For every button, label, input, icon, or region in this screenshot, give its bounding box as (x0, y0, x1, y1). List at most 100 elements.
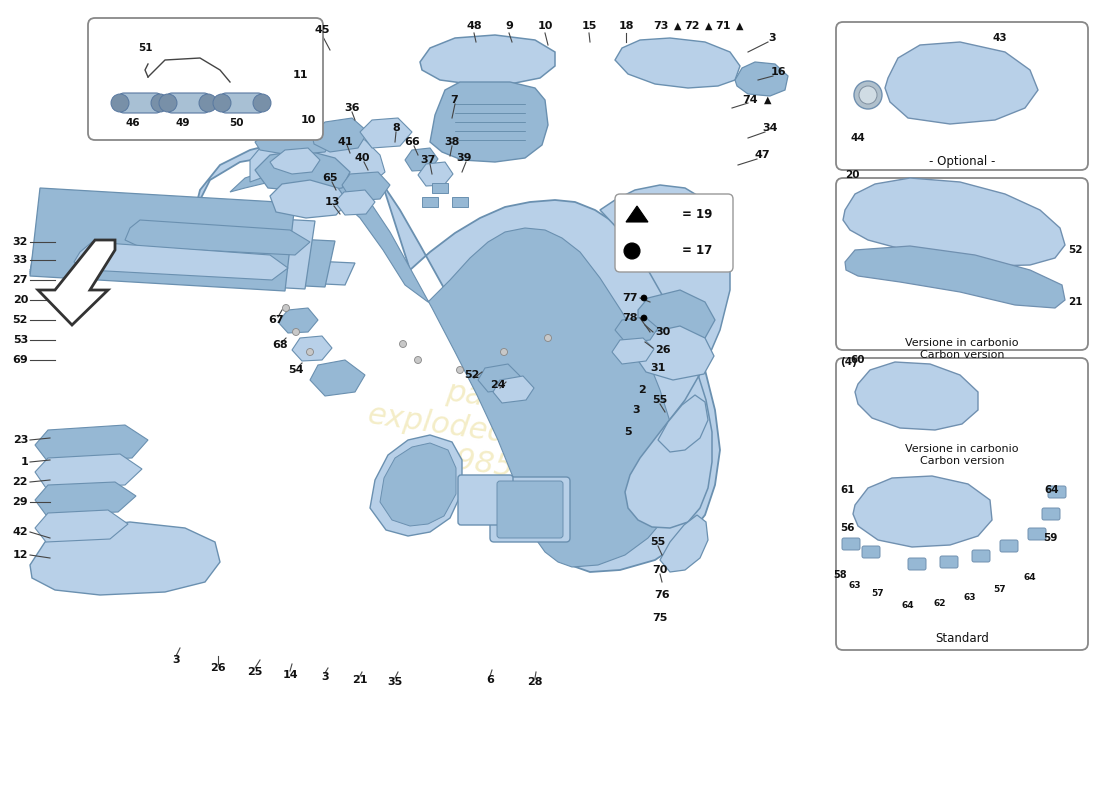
Text: 12: 12 (12, 550, 28, 560)
Polygon shape (379, 443, 456, 526)
Text: (4): (4) (840, 357, 857, 367)
Text: 10: 10 (537, 21, 552, 31)
FancyBboxPatch shape (836, 22, 1088, 170)
Polygon shape (855, 362, 978, 430)
FancyBboxPatch shape (221, 93, 263, 113)
Circle shape (854, 81, 882, 109)
Circle shape (253, 94, 271, 112)
Text: - Optional -: - Optional - (928, 155, 996, 169)
Polygon shape (270, 148, 320, 174)
Text: 51: 51 (138, 43, 153, 53)
Polygon shape (658, 395, 708, 452)
Text: 62: 62 (934, 598, 946, 607)
Circle shape (456, 366, 463, 374)
Text: 21: 21 (352, 675, 367, 685)
Text: 16: 16 (770, 67, 785, 77)
Circle shape (160, 94, 177, 112)
Polygon shape (360, 118, 412, 148)
Text: 3: 3 (321, 672, 329, 682)
Polygon shape (35, 425, 148, 462)
Polygon shape (638, 290, 715, 345)
Polygon shape (843, 178, 1065, 266)
Text: 25: 25 (248, 667, 263, 677)
Text: 72: 72 (684, 21, 700, 31)
Polygon shape (35, 510, 128, 542)
Text: 10: 10 (300, 115, 316, 125)
Polygon shape (432, 183, 448, 193)
Circle shape (641, 315, 647, 321)
Text: 39: 39 (456, 153, 472, 163)
Circle shape (293, 329, 299, 335)
Polygon shape (615, 38, 740, 88)
Circle shape (151, 94, 169, 112)
Polygon shape (255, 150, 350, 192)
FancyBboxPatch shape (836, 178, 1088, 350)
Text: 33: 33 (13, 255, 28, 265)
FancyBboxPatch shape (1042, 508, 1060, 520)
Text: 26: 26 (210, 663, 225, 673)
Polygon shape (478, 364, 520, 392)
FancyBboxPatch shape (119, 93, 161, 113)
FancyBboxPatch shape (862, 546, 880, 558)
Text: 22: 22 (12, 477, 28, 487)
FancyBboxPatch shape (497, 481, 563, 538)
FancyBboxPatch shape (836, 358, 1088, 650)
Text: 20: 20 (845, 170, 859, 180)
Polygon shape (74, 242, 288, 280)
Circle shape (641, 295, 647, 301)
Text: 53: 53 (13, 335, 28, 345)
Text: 5: 5 (624, 427, 631, 437)
Text: ▲: ▲ (736, 21, 744, 31)
Text: 69: 69 (12, 355, 28, 365)
Polygon shape (452, 197, 468, 207)
Text: 60: 60 (850, 355, 865, 365)
Text: 47: 47 (755, 150, 770, 160)
Polygon shape (278, 308, 318, 333)
Polygon shape (30, 226, 335, 287)
Polygon shape (626, 206, 648, 222)
Circle shape (415, 357, 421, 363)
Circle shape (213, 94, 231, 112)
FancyBboxPatch shape (1000, 540, 1018, 552)
Text: 66: 66 (404, 137, 420, 147)
Text: 52: 52 (12, 315, 28, 325)
Text: 71: 71 (715, 21, 730, 31)
Text: 56: 56 (840, 523, 855, 533)
Polygon shape (35, 454, 142, 488)
Polygon shape (660, 515, 708, 572)
Text: 14: 14 (283, 670, 298, 680)
Text: 42: 42 (12, 527, 28, 537)
Polygon shape (422, 197, 438, 207)
Text: parts
explodedviews
1985: parts explodedviews 1985 (361, 366, 600, 494)
Circle shape (199, 94, 217, 112)
Text: 15: 15 (581, 21, 596, 31)
Text: 59: 59 (1043, 533, 1057, 543)
Text: 24: 24 (491, 380, 506, 390)
Text: 78: 78 (623, 313, 638, 323)
Text: 7: 7 (450, 95, 458, 105)
Text: 64: 64 (902, 601, 914, 610)
Text: 36: 36 (344, 103, 360, 113)
Polygon shape (493, 376, 534, 403)
Polygon shape (336, 190, 375, 215)
Text: = 17: = 17 (682, 245, 713, 258)
Text: 23: 23 (12, 435, 28, 445)
Text: 44: 44 (850, 133, 866, 143)
Polygon shape (30, 248, 355, 285)
Text: Versione in carbonio
Carbon version: Versione in carbonio Carbon version (905, 338, 1019, 360)
Text: 73: 73 (653, 21, 669, 31)
Text: 13: 13 (324, 197, 340, 207)
Polygon shape (852, 476, 992, 547)
Text: 77: 77 (623, 293, 638, 303)
Polygon shape (430, 82, 548, 162)
Text: 48: 48 (466, 21, 482, 31)
Text: 57: 57 (871, 590, 884, 598)
Polygon shape (615, 317, 658, 343)
Text: 28: 28 (527, 677, 542, 687)
Polygon shape (30, 522, 220, 595)
Polygon shape (30, 206, 315, 289)
Circle shape (859, 86, 877, 104)
Polygon shape (644, 200, 714, 266)
Circle shape (283, 305, 289, 311)
FancyBboxPatch shape (972, 550, 990, 562)
